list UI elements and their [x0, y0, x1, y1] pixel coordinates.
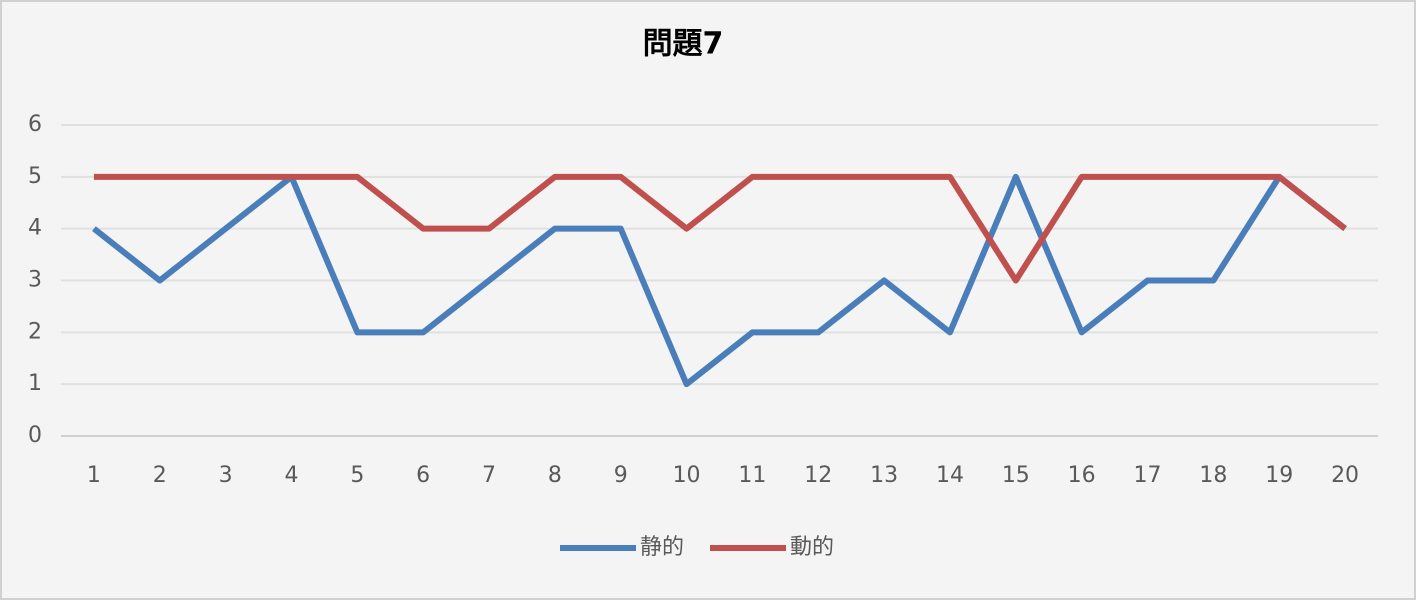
x-tick-label: 11	[738, 463, 766, 488]
legend-label: 静的	[640, 535, 684, 560]
y-tick-label: 3	[28, 268, 42, 293]
x-tick-label: 18	[1199, 463, 1227, 488]
x-tick-label: 4	[284, 463, 298, 488]
y-tick-label: 1	[28, 371, 42, 396]
x-tick-label: 16	[1068, 463, 1096, 488]
x-tick-label: 9	[614, 463, 628, 488]
y-tick-label: 5	[28, 164, 42, 189]
legend-label: 動的	[790, 535, 834, 560]
x-tick-label: 1	[87, 463, 101, 488]
y-tick-label: 6	[28, 112, 42, 137]
x-tick-label: 19	[1265, 463, 1293, 488]
x-tick-label: 17	[1134, 463, 1162, 488]
series-line	[92, 173, 1347, 388]
x-tick-label: 7	[482, 463, 496, 488]
x-tick-label: 13	[870, 463, 898, 488]
series-line	[93, 173, 1347, 284]
x-tick-label: 3	[219, 463, 233, 488]
x-tick-label: 14	[936, 463, 964, 488]
x-tick-label: 6	[416, 463, 430, 488]
x-tick-label: 10	[673, 463, 701, 488]
y-tick-label: 0	[28, 423, 42, 448]
x-tick-label: 12	[804, 463, 832, 488]
x-tick-label: 8	[548, 463, 562, 488]
x-tick-label: 5	[350, 463, 364, 488]
y-tick-label: 4	[28, 216, 42, 241]
y-tick-label: 2	[28, 319, 42, 344]
x-tick-label: 15	[1002, 463, 1030, 488]
chart-title: 問題7	[643, 27, 724, 62]
x-tick-label: 2	[153, 463, 167, 488]
x-tick-label: 20	[1331, 463, 1359, 488]
